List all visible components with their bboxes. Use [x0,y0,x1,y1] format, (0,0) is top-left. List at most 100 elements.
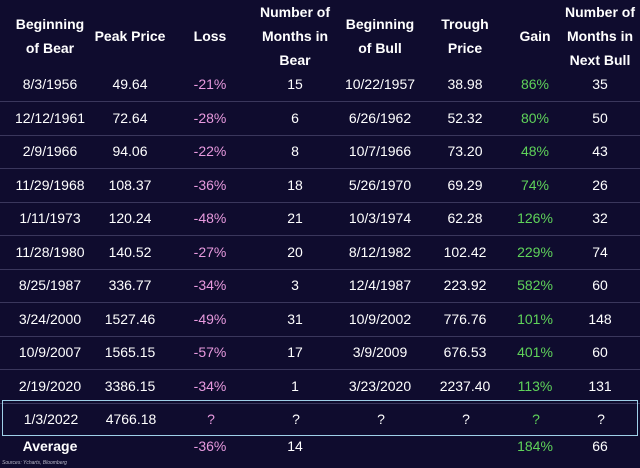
cell-beginning-of-bull: 10/22/1957 [344,76,416,92]
cell-months-in-next-bull: 32 [592,210,608,226]
cell-months-in-next-bull: 60 [592,344,608,360]
cell-months-in-next-bull: ? [597,411,605,427]
cell-beginning-of-bear: 12/12/1961 [14,109,86,126]
cell-loss: -36% [193,176,227,193]
cell-beginning-of-bull: ? [377,411,385,427]
cell-months-in-bear: 8 [291,143,299,159]
cell-months-in-bear: 21 [287,210,303,226]
cell-peak-price: 140.52 [108,243,152,260]
cell-gain: 582% [517,277,553,293]
cell-months-in-next-bull: 148 [588,310,612,327]
cell-beginning-of-bear: 2/19/2020 [18,377,82,394]
table-header: Beginning of Bear Peak Price Loss Number… [0,0,640,72]
table-row: 3/24/2000 1527.46 -49% 31 10/9/2002 776.76 101… [0,301,640,337]
cell-months-in-bear: 3 [291,277,299,293]
cell-beginning-of-bull: 5/26/1970 [348,176,412,193]
cell-beginning-of-bear: 1/11/1973 [19,210,81,226]
cell-loss: -49% [193,310,227,327]
table-row: 10/9/2007 1565.15 -57% 17 3/9/2009 676.53 401%… [0,334,640,370]
cell-months-in-bear: 14 [287,438,303,454]
cell-loss: -28% [193,109,227,126]
cell-trough-price: 38.98 [447,76,483,92]
cell-gain: 113% [517,377,553,394]
cell-peak-price [80,428,180,464]
cell-beginning-of-bull: 12/4/1987 [348,277,412,293]
cell-beginning-of-bull: 8/12/1982 [348,243,412,260]
cell-gain: 86% [520,76,550,92]
cell-beginning-of-bear: 8/3/1956 [22,76,78,92]
cell-gain: 101% [517,310,553,327]
cell-trough-price: 62.28 [447,210,483,226]
cell-trough-price [420,428,510,464]
table-row: 11/28/1980 140.52 -27% 20 8/12/1982 102.42 229… [0,234,640,270]
cell-beginning-of-bull: 3/23/2020 [348,377,412,394]
cell-peak-price: 1565.15 [104,344,156,360]
cell-months-in-bear: 1 [291,377,299,394]
cell-loss: -34% [193,277,227,293]
header-loss: Loss [193,28,227,44]
cell-loss: ? [207,411,215,427]
header-months-in-next-bull: Number of Months in Next Bull [565,4,635,68]
current-bear-row: 1/3/2022 4766.18?????? [2,400,638,436]
cell-months-in-next-bull: 74 [592,243,608,260]
cell-gain: 74% [520,176,550,193]
cell-months-in-bear: 20 [287,243,303,260]
header-peak-price: Peak Price [94,28,166,44]
cell-months-in-bear: 17 [287,344,303,360]
cell-trough-price: 223.92 [443,277,487,293]
table-row: 8/3/1956 49.64 -21% 15 10/22/1957 38.98 86% 35 [0,66,640,102]
cell-loss: -22% [193,143,227,159]
cell-gain: 80% [520,109,550,126]
cell-beginning-of-bear: 11/29/1968 [15,176,85,193]
cell-peak-price: 49.64 [112,76,148,92]
header-trough-price: Trough Price [441,16,489,56]
cell-months-in-next-bull: 43 [592,143,608,159]
cell-beginning-of-bull: 10/7/1966 [348,143,412,159]
cell-peak-price: 120.24 [108,210,152,226]
cell-beginning-of-bear: 10/9/2007 [18,344,82,360]
cell-loss: -27% [193,243,227,260]
cell-months-in-next-bull: 50 [592,109,608,126]
cell-trough-price: 73.20 [447,143,483,159]
average-row: Average -36% 14 184% 66 [0,428,640,464]
table-row: 8/25/1987 336.77 -34% 3 12/4/1987 223.92 582% 6… [0,267,640,303]
cell-trough-price: 52.32 [447,109,483,126]
cell-months-in-bear: 6 [291,109,299,126]
header-gain: Gain [519,28,551,44]
cell-beginning-of-bull [330,428,430,464]
cell-beginning-of-bear: 11/28/1980 [15,243,85,260]
cell-peak-price: 4766.18 [105,411,157,427]
cell-loss: -36% [193,438,227,454]
cell-months-in-bear: ? [292,411,300,427]
cell-loss: -48% [193,210,227,226]
header-beginning-of-bear: Beginning of Bear [15,16,85,56]
cell-trough-price: 776.76 [443,310,487,327]
cell-peak-price: 3386.15 [104,377,156,394]
cell-trough-price: ? [462,411,470,427]
cell-months-in-next-bull: 66 [592,438,608,454]
cell-beginning-of-bear: 2/9/1966 [22,143,78,159]
cell-gain: 184% [517,438,553,454]
cell-peak-price: 1527.46 [104,310,156,327]
source-note: Sources: Ycharts, Bloomberg [2,460,67,466]
cell-loss: -34% [193,377,227,394]
cell-gain: 126% [517,210,553,226]
header-beginning-of-bull: Beginning of Bull [345,16,415,56]
cell-beginning-of-bear: 8/25/1987 [18,277,82,293]
cell-beginning-of-bear: Average [22,438,78,454]
cell-peak-price: 94.06 [112,143,148,159]
cell-months-in-next-bull: 35 [592,76,608,92]
cell-beginning-of-bull: 6/26/1962 [348,109,412,126]
cell-loss: -21% [193,76,227,92]
cell-trough-price: 2237.40 [439,377,491,394]
cell-trough-price: 102.42 [443,243,487,260]
cell-gain: ? [532,411,540,427]
cell-months-in-next-bull: 26 [592,176,608,193]
table-row: 12/12/1961 72.64 -28% 6 6/26/1962 52.32 80% 50 [0,100,640,136]
cell-months-in-bear: 18 [287,176,303,193]
cell-trough-price: 676.53 [443,344,487,360]
cell-gain: 401% [517,344,553,360]
cell-months-in-bear: 31 [287,310,303,327]
table-row: 2/9/1966 94.06 -22% 8 10/7/1966 73.20 48% 43 [0,133,640,169]
cell-beginning-of-bear: 3/24/2000 [18,310,82,327]
